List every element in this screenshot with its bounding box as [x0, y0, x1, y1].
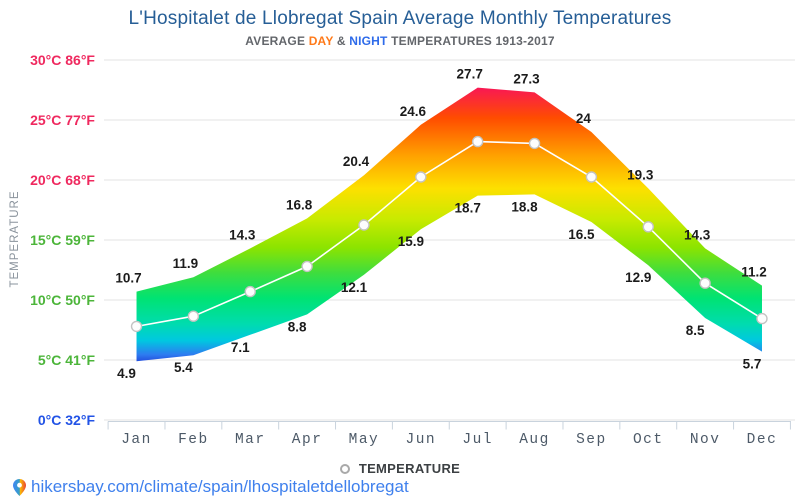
- mean-marker: [130, 320, 143, 333]
- mean-marker: [585, 171, 598, 183]
- day-value: 14.3: [684, 227, 711, 242]
- night-value: 8.8: [288, 319, 307, 334]
- location-pin-icon: [13, 478, 26, 496]
- legend[interactable]: TEMPERATURE: [0, 461, 800, 476]
- y-tick-label: 20°C 68°F: [30, 172, 95, 188]
- y-tick-label: 10°C 50°F: [30, 292, 95, 308]
- y-tick-label: 0°C 32°F: [38, 412, 96, 428]
- mean-marker: [642, 221, 654, 233]
- night-value: 15.9: [398, 234, 424, 249]
- mean-marker: [358, 219, 370, 231]
- legend-label: TEMPERATURE: [358, 461, 461, 476]
- y-tick-label: 30°C 86°F: [30, 52, 95, 68]
- subtitle-night: NIGHT: [349, 34, 388, 48]
- mean-markers: [130, 135, 768, 333]
- month-label[interactable]: Aug: [519, 432, 550, 448]
- month-label[interactable]: Jan: [121, 432, 152, 448]
- mean-marker: [528, 137, 541, 150]
- month-labels: Jan Feb Mar Apr May Jun Jul Aug Sep Oct Nov Dec: [121, 432, 778, 448]
- mean-marker: [471, 135, 484, 148]
- y-axis-title: TEMPERATURE: [9, 190, 21, 287]
- chart-title: L'Hospitalet de Llobregat Spain Average …: [128, 8, 672, 29]
- night-value: 12.1: [341, 280, 368, 295]
- subtitle-day: DAY: [308, 34, 334, 48]
- night-value: 8.5: [686, 323, 705, 338]
- month-label[interactable]: Jul: [462, 432, 493, 448]
- night-value: 16.5: [568, 227, 595, 242]
- month-label[interactable]: Nov: [690, 432, 721, 448]
- month-label[interactable]: Oct: [633, 432, 664, 448]
- subtitle-suffix: TEMPERATURES 1913-2017: [387, 34, 555, 48]
- month-label[interactable]: May: [349, 432, 380, 448]
- footer-link[interactable]: hikersbay.com/climate/spain/lhospitaletd…: [31, 477, 409, 496]
- subtitle-amp: &: [333, 34, 350, 48]
- day-value: 19.3: [627, 167, 654, 182]
- day-value-labels: 10.7 11.9 14.3 16.8 20.4 24.6 27.7 27.3 24 19.3 14…: [115, 67, 766, 286]
- y-axis-labels: 30°C 86°F 25°C 77°F 20°C 68°F 15°C 59°F 10°C…: [30, 52, 95, 428]
- month-label[interactable]: Jun: [406, 432, 437, 448]
- mean-marker: [699, 277, 711, 289]
- day-value: 20.4: [343, 154, 370, 169]
- mean-marker: [415, 171, 427, 183]
- chart-subtitle: AVERAGE DAY & NIGHT TEMPERATURES 1913-20…: [0, 34, 800, 48]
- x-axis: [107, 421, 791, 430]
- month-label[interactable]: Dec: [747, 432, 778, 448]
- day-value: 27.7: [457, 67, 483, 82]
- night-value: 5.4: [174, 360, 193, 375]
- mean-marker: [187, 310, 200, 322]
- day-value: 14.3: [229, 227, 256, 242]
- day-value: 11.9: [173, 256, 199, 271]
- day-value: 11.2: [741, 265, 767, 280]
- legend-marker-icon: [339, 463, 350, 474]
- month-label[interactable]: Sep: [576, 432, 607, 448]
- month-label[interactable]: Apr: [292, 432, 323, 448]
- month-label[interactable]: Mar: [235, 432, 266, 448]
- day-value: 16.8: [286, 197, 313, 212]
- night-value: 7.1: [231, 340, 250, 355]
- day-value: 24: [576, 111, 592, 126]
- y-tick-label: 15°C 59°F: [30, 232, 95, 248]
- day-value: 10.7: [115, 271, 141, 286]
- day-value: 24.6: [400, 104, 427, 119]
- mean-marker: [756, 312, 768, 325]
- mean-marker: [301, 260, 313, 273]
- mean-line: [136, 140, 763, 328]
- night-value: 4.9: [117, 366, 136, 381]
- subtitle-prefix: AVERAGE: [245, 34, 309, 48]
- mean-marker: [244, 285, 256, 298]
- day-value: 27.3: [513, 71, 540, 86]
- y-tick-label: 5°C 41°F: [38, 352, 96, 368]
- month-label[interactable]: Feb: [178, 432, 209, 448]
- night-value: 5.7: [743, 357, 762, 372]
- temperature-band: [136, 87, 762, 362]
- footer: hikersbay.com/climate/spain/lhospitaletd…: [12, 477, 409, 497]
- night-value: 18.7: [455, 201, 481, 216]
- y-tick-label: 25°C 77°F: [30, 112, 95, 128]
- night-value: 12.9: [625, 270, 651, 285]
- night-value-labels: 4.9 5.4 7.1 8.8 12.1 15.9 18.7 18.8 16.5 12.9 8.5 5…: [117, 199, 761, 381]
- night-value: 18.8: [511, 199, 538, 214]
